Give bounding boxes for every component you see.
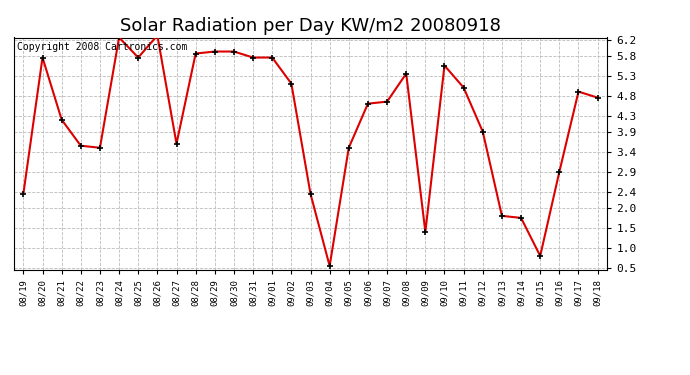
Title: Solar Radiation per Day KW/m2 20080918: Solar Radiation per Day KW/m2 20080918 [120,16,501,34]
Text: Copyright 2008 Cartronics.com: Copyright 2008 Cartronics.com [17,42,187,52]
